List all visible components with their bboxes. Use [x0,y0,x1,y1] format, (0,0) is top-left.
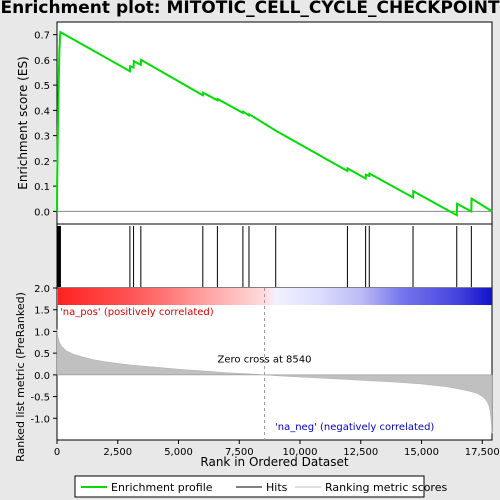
es-ytick-label: 0.0 [34,207,50,218]
chart-title: Enrichment plot: MITOTIC_CELL_CYCLE_CHEC… [0,0,500,18]
metric-xtick-label: 2,500 [103,447,132,458]
hits-panel-frame [56,223,493,289]
es-panel-frame [56,21,493,225]
metric-ytick-label: 1.5 [34,306,50,317]
metric-y-axis-label: Ranked list metric (PreRanked) [14,292,27,462]
metric-x-axis-label: Rank in Ordered Dataset [200,455,348,469]
metric-xtick-label: 10,000 [283,447,318,458]
enrichment-profile-line [56,30,493,217]
metric-ytick-label: -0.5 [30,393,50,404]
es-ytick-label: 0.7 [34,31,50,42]
es-ytick-label: 0.3 [34,132,50,143]
metric-ytick-label: 0.5 [34,349,50,360]
metric-ytick-label: 1.0 [34,327,50,338]
ranking-metric-area [56,329,493,434]
metric-xtick-label: 0 [54,447,60,458]
es-axis-label: Enrichment score (ES) [16,56,30,189]
es-ytick-label: 0.5 [34,81,50,92]
es-ytick-label: 0.6 [34,56,50,67]
neg-correlation-label: 'na_neg' (negatively correlated) [275,422,434,433]
es-ytick-label: 0.1 [34,182,50,193]
metric-xtick-label: 5,000 [164,447,193,458]
metric-xtick-label: 17,500 [465,447,500,458]
metric-ytick-label: -1.0 [30,414,50,425]
legend-label: Enrichment profile [111,481,213,494]
rank-color-bar [58,288,492,305]
pos-correlation-label: 'na_pos' (positively correlated) [60,307,214,318]
metric-ytick-label: 2.0 [34,284,50,295]
legend-label: Ranking metric scores [325,481,447,494]
zero-cross-label: Zero cross at 8540 [218,355,312,366]
legend: Enrichment profile Hits Ranking metric sco… [74,475,447,498]
es-ytick-label: 0.2 [34,157,50,168]
es-ytick-label: 0.4 [34,106,50,117]
metric-xtick-label: 15,000 [404,447,439,458]
metric-ytick-label: 0.0 [34,371,50,382]
legend-label: Hits [266,481,288,494]
metric-xtick-label: 12,500 [343,447,378,458]
metric-panel-frame [56,287,493,441]
metric-xtick-label: 7,500 [225,447,254,458]
